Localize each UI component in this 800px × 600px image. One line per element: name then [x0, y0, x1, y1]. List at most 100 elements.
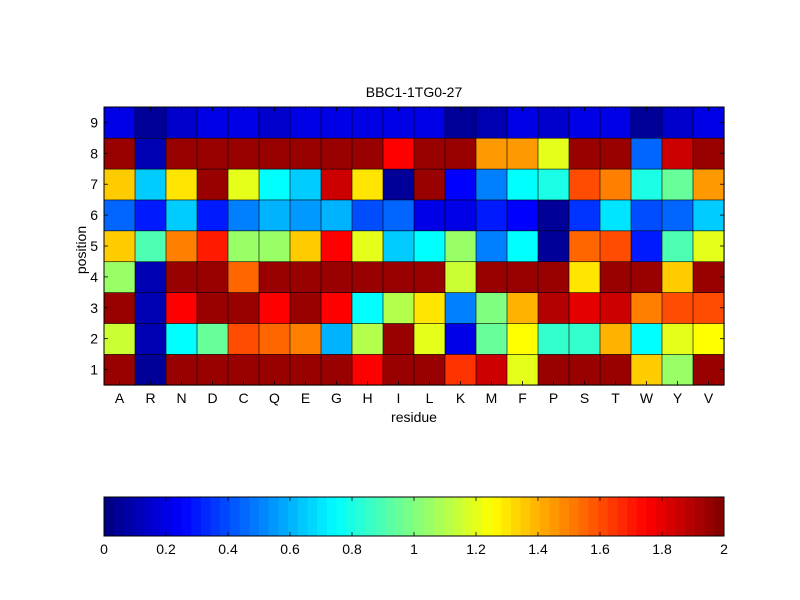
- x-tick-label: N: [176, 390, 186, 406]
- heatmap-cell-N-4: [165, 261, 198, 293]
- colorbar-step: [539, 497, 551, 536]
- colorbar-ticks: 0 0.2 0.4 0.6 0.8 1 1.2 1.4 1.6 1.8 2: [100, 497, 728, 557]
- heatmap-cell-K-8: [444, 137, 477, 170]
- heatmap-cell-G-4: [320, 261, 353, 293]
- colorbar-step: [133, 497, 144, 536]
- heatmap-cell-D-2: [196, 322, 229, 355]
- heatmap-cell-P-4: [537, 261, 570, 293]
- heatmap-cell-R-5: [134, 230, 167, 263]
- heatmap-cell-Q-1: [258, 353, 291, 386]
- colorbar-tick-label: 0.4: [218, 541, 238, 557]
- heatmap-cell-M-5: [475, 230, 508, 263]
- heatmap-cell-F-3: [506, 292, 539, 324]
- colorbar-step: [675, 497, 686, 536]
- heatmap-cell-M-1: [475, 353, 508, 386]
- y-tick-label: 3: [90, 300, 98, 316]
- heatmap-cell-Q-2: [258, 322, 291, 355]
- y-tick-label: 5: [90, 238, 98, 254]
- heatmap-cell-V-6: [692, 199, 725, 232]
- heatmap-cell-S-4: [568, 261, 601, 293]
- heatmap-cell-G-7: [320, 168, 353, 201]
- heatmap-cell-L-5: [413, 230, 446, 263]
- heatmap-cell-W-9: [630, 106, 663, 139]
- colorbar-step: [404, 497, 415, 536]
- colorbar-step: [191, 497, 202, 536]
- colorbar-step: [229, 497, 241, 536]
- x-tick-label: C: [238, 390, 248, 406]
- heatmap-cell-F-5: [506, 230, 539, 263]
- colorbar-tick-label: 0.6: [280, 541, 300, 557]
- heatmap-cell-F-9: [506, 106, 539, 139]
- heatmap-cell-A-1: [103, 353, 136, 386]
- x-tick-label: T: [611, 390, 620, 406]
- heatmap-cell-L-8: [413, 137, 446, 170]
- heatmap-cell-C-6: [227, 199, 260, 232]
- heatmap-cell-K-2: [444, 322, 477, 355]
- colorbar-step: [355, 497, 367, 536]
- heatmap-cell-T-2: [599, 322, 632, 355]
- heatmap-cell-I-3: [382, 292, 415, 324]
- heatmap-cell-N-8: [165, 137, 198, 170]
- heatmap-cell-H-6: [351, 199, 384, 232]
- y-axis-label: position: [73, 226, 89, 274]
- x-tick-label: F: [518, 390, 527, 406]
- y-tick-label: 9: [90, 114, 98, 130]
- heatmap-cell-Y-7: [661, 168, 694, 201]
- heatmap-cell-Q-5: [258, 230, 291, 263]
- heatmap-cell-T-8: [599, 137, 632, 170]
- heatmap-cell-D-7: [196, 168, 229, 201]
- heatmap-cell-H-8: [351, 137, 384, 170]
- colorbar-step: [142, 497, 153, 536]
- heatmap-cell-Q-8: [258, 137, 291, 170]
- heatmap-cell-W-6: [630, 199, 663, 232]
- heatmap-cell-V-1: [692, 353, 725, 386]
- heatmap-cell-V-4: [692, 261, 725, 293]
- colorbar-step: [220, 497, 231, 536]
- heatmap-cell-H-1: [351, 353, 384, 386]
- heatmap-cell-M-8: [475, 137, 508, 170]
- colorbar-step: [704, 497, 715, 536]
- heatmap-cell-W-2: [630, 322, 663, 355]
- heatmap-cell-I-8: [382, 137, 415, 170]
- heatmap-cell-T-3: [599, 292, 632, 324]
- heatmap-cell-G-8: [320, 137, 353, 170]
- heatmap-cell-S-7: [568, 168, 601, 201]
- heatmap-cell-C-3: [227, 292, 260, 324]
- heatmap-cell-P-7: [537, 168, 570, 201]
- heatmap-cell-C-7: [227, 168, 260, 201]
- heatmap-cell-K-4: [444, 261, 477, 293]
- heatmap-cell-M-9: [475, 106, 508, 139]
- heatmap-cell-E-1: [289, 353, 322, 386]
- colorbar-step: [627, 497, 638, 536]
- colorbar-step: [375, 497, 386, 536]
- colorbar-step: [472, 497, 483, 536]
- x-tick-label: H: [362, 390, 372, 406]
- colorbar-step: [210, 497, 221, 536]
- x-tick-label: A: [115, 390, 125, 406]
- heatmap-cell-M-4: [475, 261, 508, 293]
- heatmap-cell-K-9: [444, 106, 477, 139]
- heatmap-cell-C-4: [227, 261, 260, 293]
- heatmap-cell-Y-8: [661, 137, 694, 170]
- heatmap-cell-H-9: [351, 106, 384, 139]
- colorbar-step: [394, 497, 405, 536]
- colorbar-step: [491, 497, 502, 536]
- heatmap-cell-E-6: [289, 199, 322, 232]
- x-tick-label: Y: [673, 390, 683, 406]
- heatmap-cells: [103, 106, 725, 386]
- x-tick-label: P: [549, 390, 558, 406]
- y-tick-label: 2: [90, 331, 98, 347]
- x-tick-label: R: [145, 390, 155, 406]
- heatmap-cell-I-7: [382, 168, 415, 201]
- colorbar-step: [578, 497, 589, 536]
- colorbar-step: [656, 497, 667, 536]
- heatmap-cell-L-9: [413, 106, 446, 139]
- heatmap-cell-L-1: [413, 353, 446, 386]
- heatmap-cell-S-8: [568, 137, 601, 170]
- heatmap-cell-P-9: [537, 106, 570, 139]
- heatmap-cell-D-1: [196, 353, 229, 386]
- colorbar-step: [384, 497, 396, 536]
- heatmap-cell-W-3: [630, 292, 663, 324]
- heatmap-cell-F-6: [506, 199, 539, 232]
